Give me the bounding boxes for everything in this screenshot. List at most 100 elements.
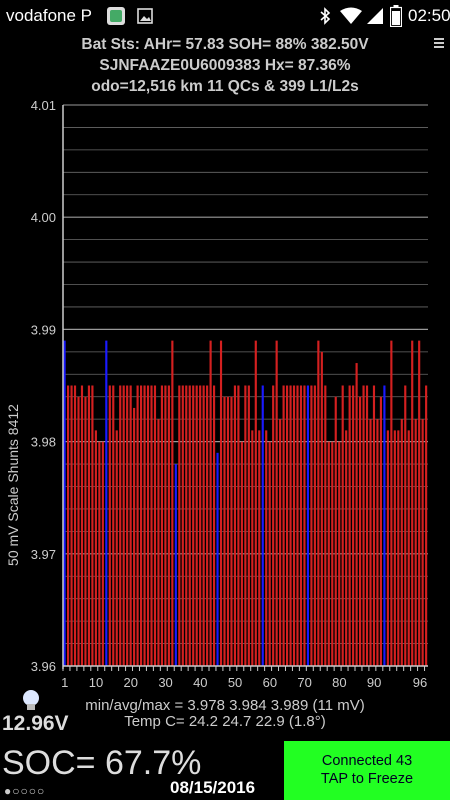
cell-bar-73 <box>313 385 316 666</box>
page-indicator: ●○○○○ <box>4 784 46 798</box>
cell-bar-87 <box>362 385 365 666</box>
cell-bar-32 <box>171 340 174 666</box>
sim-icon <box>107 7 125 25</box>
cell-bar-96 <box>393 430 396 666</box>
cell-bar-81 <box>341 385 344 666</box>
cell-bar-100 <box>407 430 410 666</box>
cell-bar-49 <box>230 396 233 666</box>
cell-bar-65 <box>285 385 289 666</box>
cell-bar-12 <box>101 441 104 666</box>
cell-voltage-chart[interactable]: 4.01 4.00 3.99 3.98 3.97 3.96 1 10 20 30 40 50 60 70… <box>0 95 450 695</box>
cell-bar-56 <box>254 340 257 666</box>
cell-bar-83 <box>348 385 351 666</box>
cell-bar-89 <box>369 419 372 666</box>
menu-icon[interactable] <box>434 36 444 50</box>
cell-bar-47 <box>223 396 226 666</box>
cell-bar-97 <box>397 430 400 666</box>
cell-bar-18 <box>122 385 125 666</box>
cell-bar-66 <box>289 385 292 666</box>
cell-bar-22 <box>136 385 139 666</box>
cell-bar-85 <box>355 363 358 666</box>
cell-bar-54 <box>247 385 250 666</box>
cell-bar-15 <box>112 385 115 666</box>
cell-bar-44 <box>212 385 216 666</box>
vin-line: SJNFAAZE0U6009383 Hx= 87.36% <box>99 57 351 74</box>
cell-bar-98 <box>400 419 403 666</box>
bluetooth-icon <box>320 7 331 25</box>
cell-bar-14 <box>108 385 111 666</box>
x-tick-label: 80 <box>332 675 346 690</box>
cell-bar-67 <box>292 385 296 666</box>
cell-bar-38 <box>192 385 195 666</box>
cell-bar-3 <box>70 385 73 666</box>
cell-bar-52 <box>240 441 243 666</box>
cell-bar-11 <box>98 441 101 666</box>
cell-bars <box>63 340 428 666</box>
x-tick-label: 70 <box>297 675 311 690</box>
temperature-text: Temp C= 24.2 24.7 22.9 (1.8°) <box>124 713 326 730</box>
cell-bar-63 <box>279 419 282 666</box>
cell-bar-8 <box>87 385 91 666</box>
status-bar: vodafone P 02:50 <box>0 0 450 32</box>
cell-bar-62 <box>275 340 278 666</box>
minavgmax-text: min/avg/max = 3.978 3.984 3.989 (11 mV) <box>85 697 365 714</box>
cell-bar-93 <box>383 385 386 666</box>
connect-status-label: Connected 43 <box>321 753 413 769</box>
cell-bar-101 <box>411 340 414 666</box>
cell-bar-59 <box>265 430 268 666</box>
cell-bar-57 <box>258 430 261 666</box>
cell-bar-74 <box>317 340 320 666</box>
x-tick-label: 20 <box>124 675 138 690</box>
cell-bar-24 <box>143 385 146 666</box>
cell-bar-86 <box>358 396 362 666</box>
connect-freeze-button[interactable]: Connected 43 TAP to Freeze <box>284 741 450 800</box>
x-tick-label: 96 <box>413 675 427 690</box>
x-tick-label: 90 <box>367 675 381 690</box>
x-tick-label: 30 <box>158 675 172 690</box>
cell-bar-19 <box>126 385 129 666</box>
cell-bar-10 <box>94 430 97 666</box>
cell-bar-50 <box>233 385 237 666</box>
cell-bar-64 <box>282 385 285 666</box>
cell-bar-28 <box>157 419 160 666</box>
cell-bar-16 <box>115 430 118 666</box>
cell-bar-9 <box>91 385 94 666</box>
cell-bar-42 <box>206 385 209 666</box>
x-tick-label: 1 <box>61 675 68 690</box>
cell-bar-30 <box>164 385 167 666</box>
cell-bar-84 <box>352 385 355 666</box>
cell-bar-45 <box>216 452 219 666</box>
cell-bar-71 <box>306 385 310 666</box>
cell-bar-103 <box>418 340 421 666</box>
x-tick-labels: 1 10 20 30 40 50 60 70 80 90 96 <box>61 675 427 690</box>
y-tick-label: 4.01 <box>31 98 56 113</box>
cell-bar-77 <box>327 441 330 666</box>
odometer-line: odo=12,516 km 11 QCs & 399 L1/L2s <box>91 78 359 95</box>
bulb-icon[interactable] <box>21 689 41 713</box>
cell-bar-36 <box>185 385 188 666</box>
cell-bar-58 <box>261 385 264 666</box>
y-tick-label: 4.00 <box>31 210 56 225</box>
carrier-name: vodafone P <box>6 6 93 25</box>
y-tick-label: 3.96 <box>31 659 56 674</box>
cell-bar-70 <box>303 385 306 666</box>
y-tick-labels: 4.01 4.00 3.99 3.98 3.97 3.96 <box>31 98 56 674</box>
cell-bar-94 <box>386 430 389 666</box>
cell-bar-25 <box>146 385 150 666</box>
cell-bar-61 <box>272 385 275 666</box>
cell-bar-31 <box>167 385 170 666</box>
cell-bar-1 <box>63 340 66 666</box>
cell-bar-34 <box>178 385 181 666</box>
cell-bar-78 <box>331 441 334 666</box>
x-tick-label: 50 <box>228 675 242 690</box>
cell-bar-88 <box>365 385 369 666</box>
cell-bar-5 <box>77 396 80 666</box>
cell-bar-39 <box>195 385 198 666</box>
cell-bar-82 <box>345 430 348 666</box>
cell-bar-33 <box>174 464 177 666</box>
cell-bar-91 <box>376 419 379 666</box>
x-tick-label: 40 <box>193 675 207 690</box>
cell-bar-27 <box>153 385 157 666</box>
y-axis-label: 50 mV Scale Shunts 8412 <box>5 404 21 566</box>
chart-axes <box>62 105 428 671</box>
